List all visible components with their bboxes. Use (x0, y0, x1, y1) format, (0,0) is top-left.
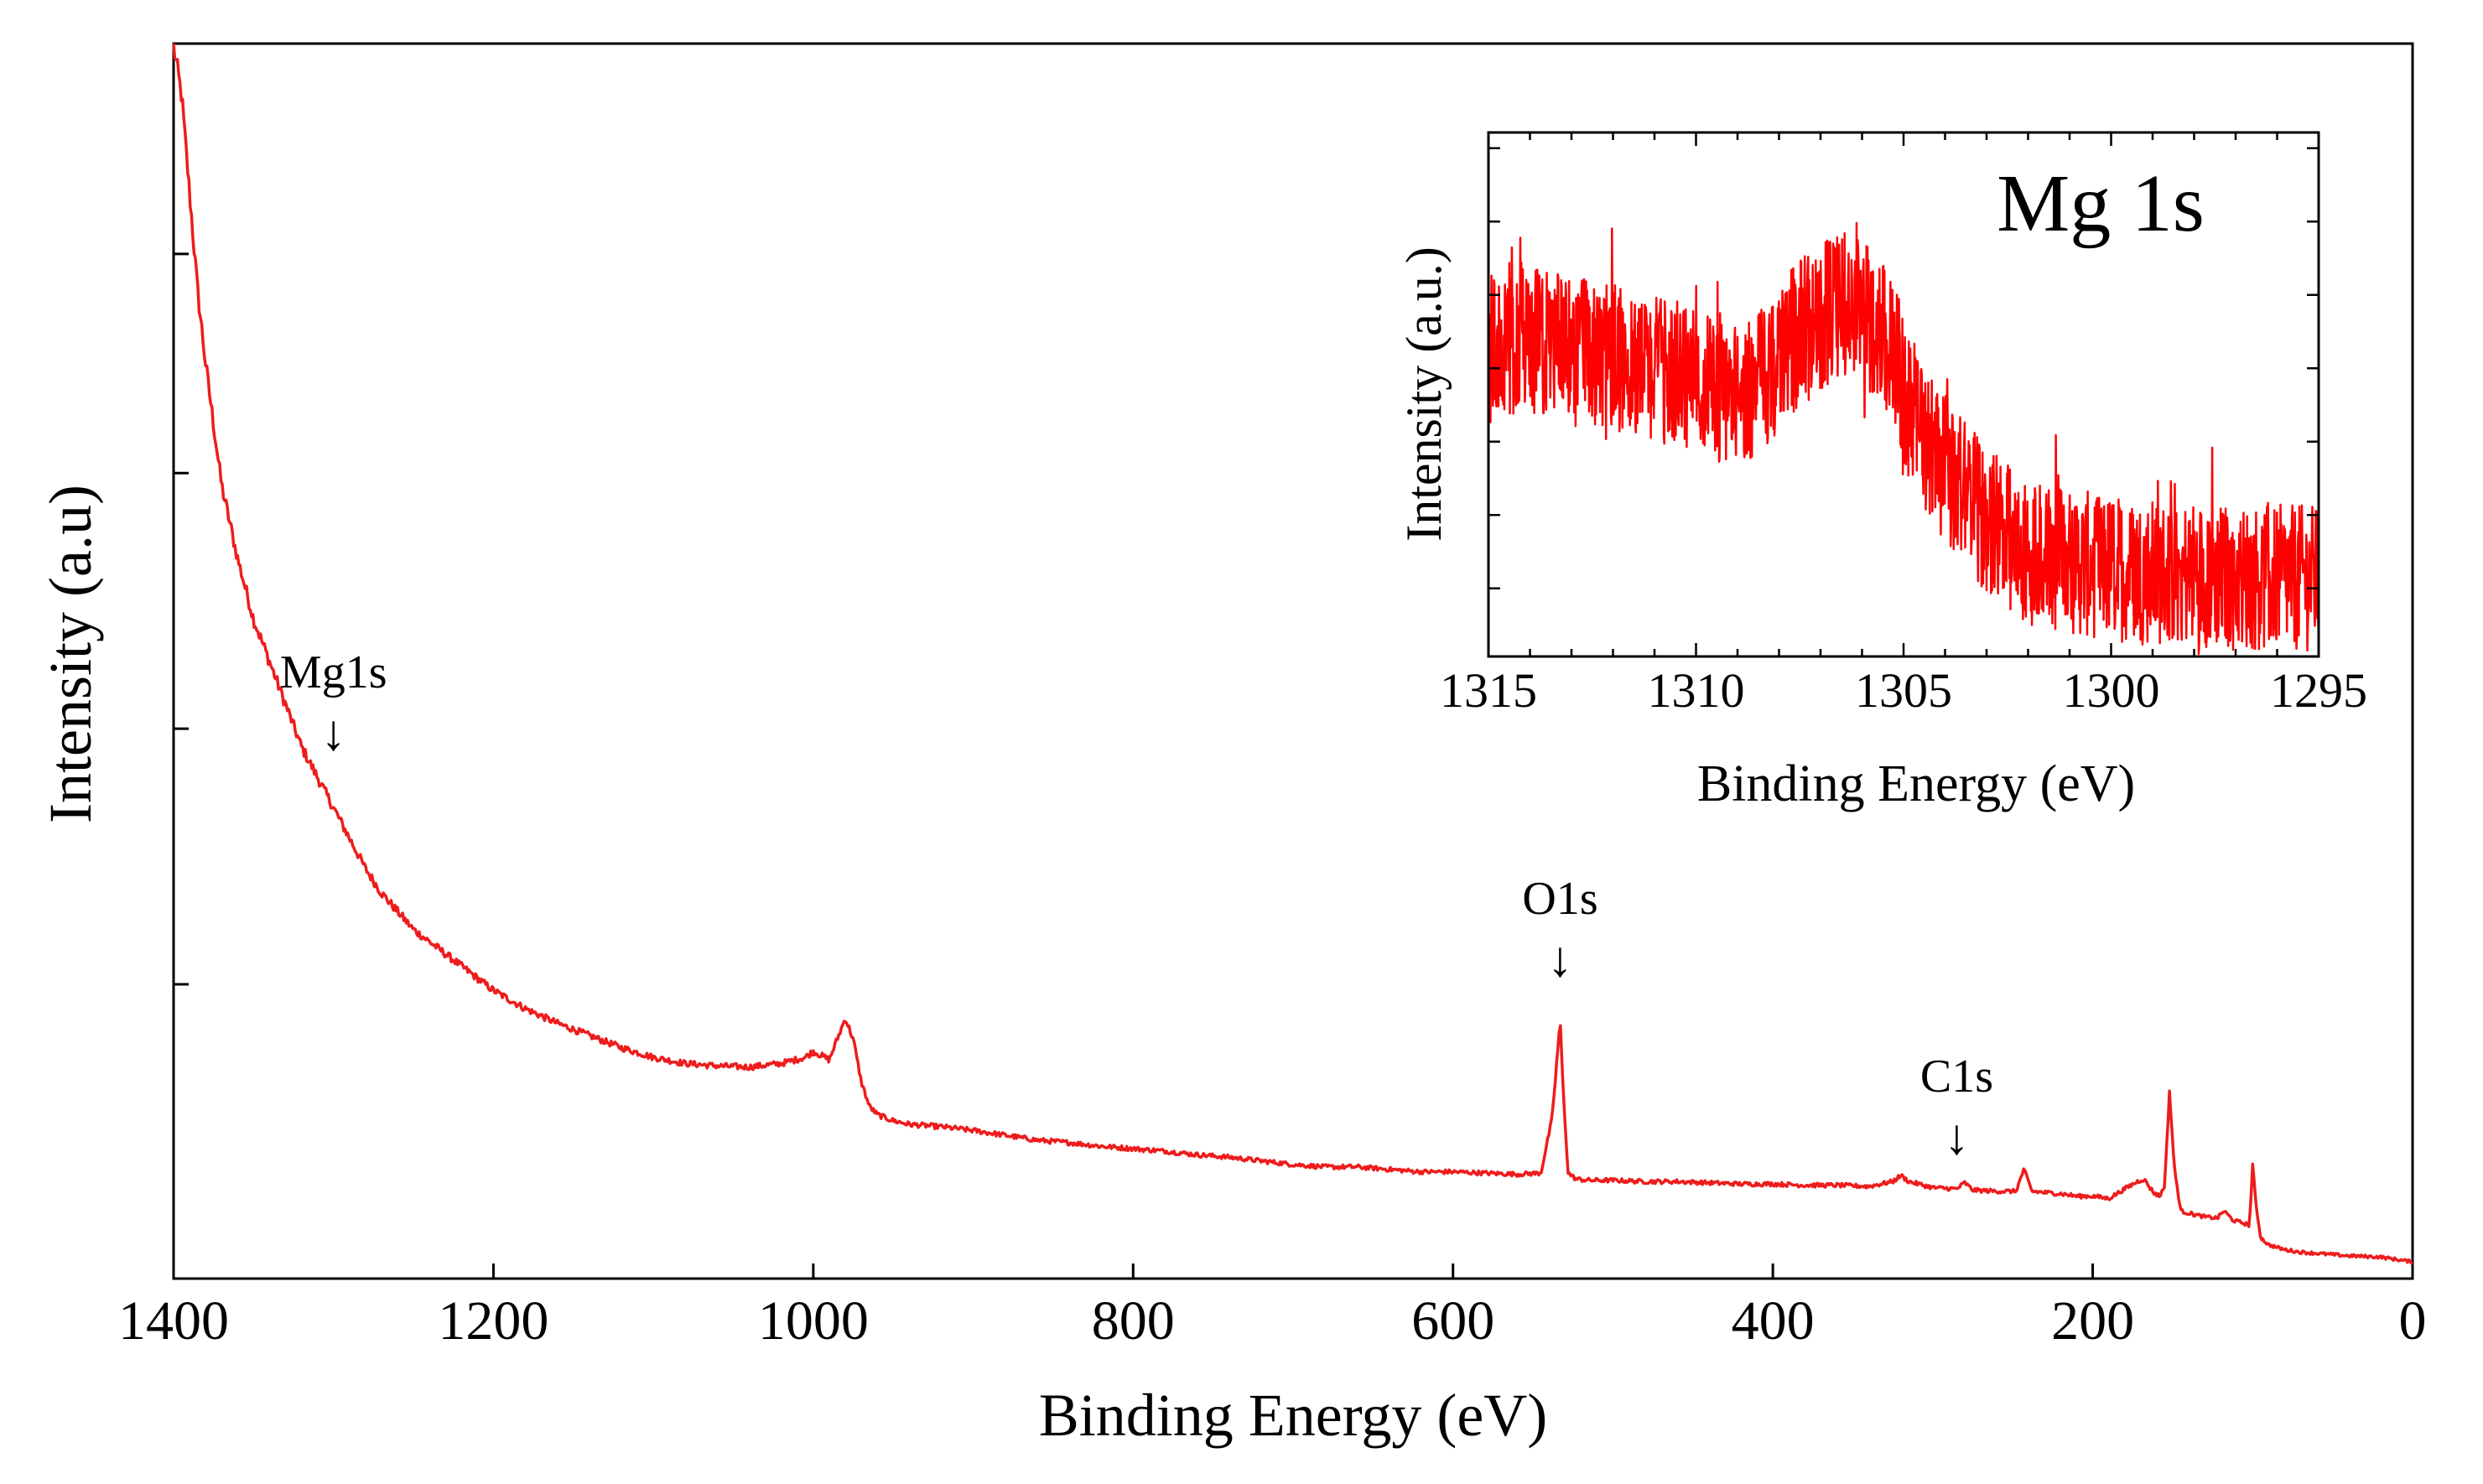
inset-x-axis-label: Binding Energy (eV) (1697, 755, 2135, 812)
inset-x-tick-label: 1310 (1648, 663, 1745, 718)
main-x-tick-label: 1200 (438, 1290, 548, 1352)
down-arrow-icon: ↓ (321, 705, 346, 760)
survey-plot: 1400 1200 1000 800 600 400 200 0 Mg1s↓O1s↓C1s↓ … (37, 42, 2427, 1449)
inset-x-tick-label: 1305 (1855, 663, 1952, 718)
inset-title: Mg 1s (1997, 158, 2205, 249)
inset-x-tick-label: 1295 (2270, 663, 2367, 718)
inset-x-tick-label: 1315 (1440, 663, 1537, 718)
inset-x-tick-label: 1300 (2063, 663, 2160, 718)
main-x-axis-label: Binding Energy (eV) (1039, 1382, 1548, 1449)
peak-label: O1s (1522, 873, 1597, 925)
main-x-tick-label: 1000 (758, 1290, 869, 1352)
peak-label: C1s (1920, 1051, 1993, 1103)
survey-spectrum-line (172, 43, 2413, 1265)
main-x-tick-label: 1400 (118, 1290, 229, 1352)
down-arrow-icon: ↓ (1944, 1109, 1969, 1165)
main-x-tick-label: 800 (1092, 1290, 1175, 1352)
peak-label: Mg1s (280, 646, 387, 698)
down-arrow-icon: ↓ (1547, 931, 1572, 987)
inset-x-axis: 1315 1310 1305 1300 1295 (1440, 132, 2367, 718)
main-y-axis (174, 252, 189, 986)
main-x-axis: 1400 1200 1000 800 600 400 200 0 (118, 1263, 2427, 1352)
inset-y-axis-label: Intensity (a.u.) (1396, 246, 1452, 542)
inset-y-axis (1488, 147, 2319, 589)
main-y-axis-label: Intensity (a.u) (37, 485, 104, 823)
main-plot-frame (172, 42, 2414, 1280)
main-x-tick-label: 0 (2399, 1290, 2427, 1352)
main-x-tick-label: 200 (2051, 1290, 2134, 1352)
main-x-tick-label: 400 (1732, 1290, 1815, 1352)
peak-annotations: Mg1s ↓ O1s ↓ C1s ↓ (280, 646, 1993, 1165)
main-x-tick-label: 600 (1411, 1290, 1494, 1352)
mg1s-inset-plot: 1315 1310 1305 1300 1295 Mg 1s Binding Energ… (1396, 131, 2367, 812)
mg1s-spectrum-line (1487, 221, 2319, 656)
